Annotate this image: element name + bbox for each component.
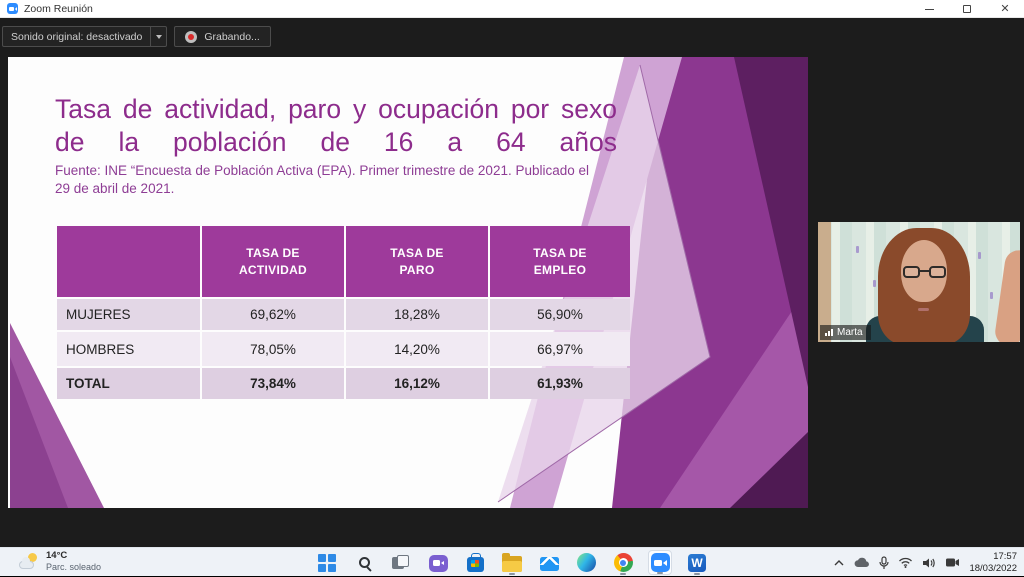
recording-indicator[interactable]: Grabando... xyxy=(174,26,271,47)
maximize-button[interactable] xyxy=(948,0,986,18)
store-bag-icon xyxy=(466,552,484,572)
clock-date: 18/03/2022 xyxy=(969,562,1017,574)
window-titlebar: Zoom Reunión ✕ xyxy=(0,0,1024,18)
original-sound-dropdown[interactable] xyxy=(150,27,166,46)
recording-label: Grabando... xyxy=(204,30,260,43)
table-row-label: HOMBRES xyxy=(57,332,200,366)
glasses xyxy=(902,266,947,279)
edge-button[interactable] xyxy=(574,550,598,575)
mail-button[interactable] xyxy=(537,550,561,575)
task-view-icon xyxy=(391,553,411,573)
table-cell: 69,62% xyxy=(202,299,344,330)
search-button[interactable] xyxy=(352,550,376,575)
table-cell: 18,28% xyxy=(346,299,488,330)
table-row-label: TOTAL xyxy=(57,368,200,399)
connection-signal-icon xyxy=(825,329,833,336)
chrome-button[interactable] xyxy=(611,550,635,575)
meeting-content-area: Sonido original: desactivado Grabando... xyxy=(0,18,1024,547)
microphone-icon[interactable] xyxy=(879,555,890,570)
file-explorer-button[interactable] xyxy=(500,550,524,575)
table-row-label: MUJERES xyxy=(57,299,200,330)
window-title: Zoom Reunión xyxy=(24,2,93,15)
system-tray: 17:57 18/03/2022 xyxy=(833,548,1017,577)
original-sound-label: Sonido original: desactivado xyxy=(11,30,143,43)
close-button[interactable]: ✕ xyxy=(986,0,1024,18)
minimize-icon xyxy=(924,8,934,10)
windows-start-icon xyxy=(318,553,336,572)
minimize-button[interactable] xyxy=(910,0,948,18)
search-icon xyxy=(358,557,370,568)
slide-title-line1: Tasa de actividad, paro y ocupación por … xyxy=(55,94,617,124)
chat-button[interactable] xyxy=(426,550,450,575)
slide-source-note: Fuente: INE “Encuesta de Población Activ… xyxy=(55,163,590,196)
weather-condition: Parc. soleado xyxy=(46,561,102,572)
wifi-icon[interactable] xyxy=(898,557,913,568)
clock-time: 17:57 xyxy=(993,550,1017,562)
word-button[interactable]: W xyxy=(685,550,709,575)
participant-name-tag: Marta xyxy=(820,325,871,340)
taskbar-app-icons: W xyxy=(315,550,709,575)
shared-screen-slide: Tasa de actividad, paro y ocupación por … xyxy=(8,57,808,508)
table-cell: 16,12% xyxy=(346,368,488,399)
meeting-toolbar: Sonido original: desactivado Grabando... xyxy=(2,26,271,47)
zoom-app-button[interactable] xyxy=(648,550,672,575)
recording-icon xyxy=(185,30,198,43)
original-sound-button[interactable]: Sonido original: desactivado xyxy=(2,26,168,47)
participant-name: Marta xyxy=(837,327,863,338)
windows-taskbar: 14°C Parc. soleado W 17:57 xyxy=(0,547,1024,576)
maximize-icon xyxy=(963,5,971,13)
weather-temperature: 14°C xyxy=(46,550,68,561)
onedrive-cloud-icon[interactable] xyxy=(854,557,870,568)
partly-cloudy-icon xyxy=(19,552,40,570)
background-wall xyxy=(818,222,831,342)
chevron-down-icon xyxy=(155,34,162,39)
task-view-button[interactable] xyxy=(389,550,413,575)
zoom-camera-icon xyxy=(650,553,670,572)
slide-title: Tasa de actividad, paro y ocupación por … xyxy=(55,93,617,159)
table-header-actividad: TASA DE ACTIVIDAD xyxy=(202,226,344,297)
table-cell: 14,20% xyxy=(346,332,488,366)
table-header-paro: TASA DE PARO xyxy=(346,226,488,297)
close-icon: ✕ xyxy=(1000,2,1010,15)
chrome-browser-icon xyxy=(613,553,633,572)
folder-icon xyxy=(502,553,522,572)
chat-camera-icon xyxy=(428,554,448,572)
table-header-empleo: TASA DE EMPLEO xyxy=(490,226,630,297)
slide-title-line2: de la población de 16 a 64 años xyxy=(55,126,617,157)
volume-icon[interactable] xyxy=(922,557,936,569)
table-cell: 56,90% xyxy=(490,299,630,330)
camera-icon[interactable] xyxy=(945,557,960,568)
table-cell: 61,93% xyxy=(490,368,630,399)
table-cell: 73,84% xyxy=(202,368,344,399)
table-header-empty xyxy=(57,226,200,297)
edge-browser-icon xyxy=(576,553,596,572)
clock-widget[interactable]: 17:57 18/03/2022 xyxy=(969,551,1017,575)
hidden-icons-chevron-icon[interactable] xyxy=(833,559,845,567)
microsoft-store-button[interactable] xyxy=(463,550,487,575)
weather-widget[interactable]: 14°C Parc. soleado xyxy=(19,550,101,573)
table-cell: 66,97% xyxy=(490,332,630,366)
mail-envelope-icon xyxy=(539,557,559,571)
zoom-camera-icon xyxy=(7,3,18,14)
start-button[interactable] xyxy=(315,550,339,575)
word-w-icon: W xyxy=(688,554,706,572)
participant-hand xyxy=(993,248,1020,342)
participant-video-tile[interactable]: Marta xyxy=(818,222,1020,342)
statistics-table: TASA DE ACTIVIDAD TASA DE PARO TASA DE E… xyxy=(57,226,630,399)
table-cell: 78,05% xyxy=(202,332,344,366)
